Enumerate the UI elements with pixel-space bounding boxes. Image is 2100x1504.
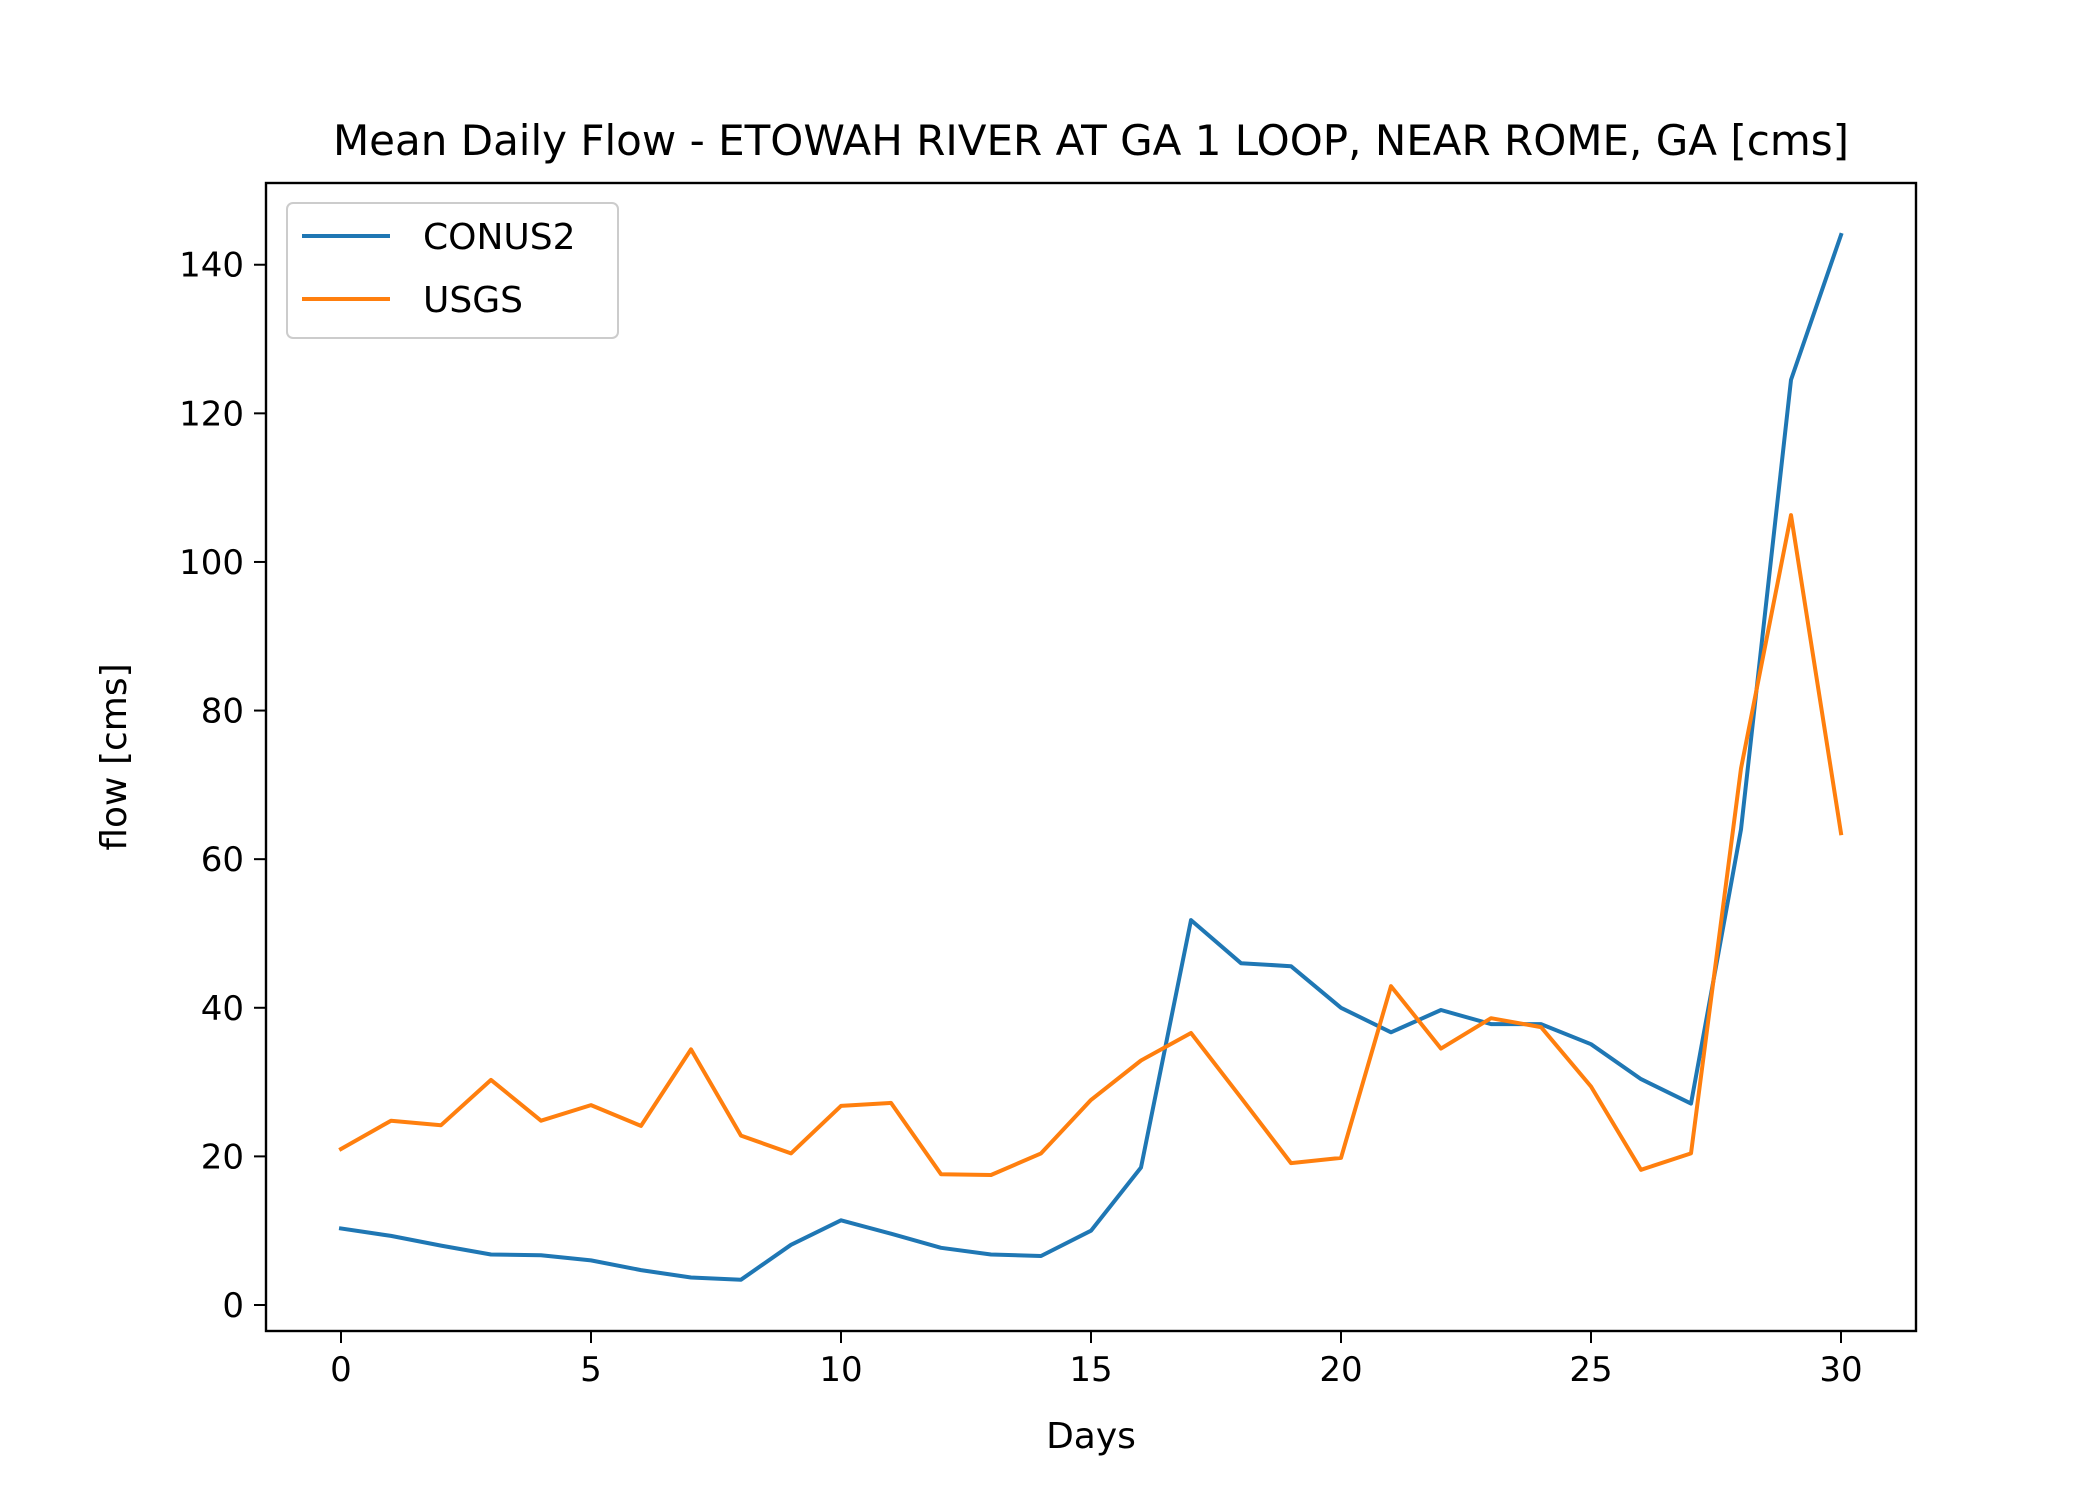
x-tick-label: 0 bbox=[330, 1350, 352, 1390]
y-tick-label: 40 bbox=[201, 989, 244, 1029]
legend-label-usgs: USGS bbox=[423, 280, 523, 321]
y-axis: 0 20 40 60 80 100 120 140 bbox=[179, 246, 266, 1326]
y-tick-label: 20 bbox=[201, 1137, 244, 1177]
y-tick-label: 100 bbox=[179, 543, 244, 583]
x-tick-label: 30 bbox=[1819, 1350, 1862, 1390]
y-tick-label: 60 bbox=[201, 840, 244, 880]
x-tick-label: 25 bbox=[1569, 1350, 1612, 1390]
y-axis-label: flow [cms] bbox=[94, 663, 135, 850]
chart-title: Mean Daily Flow - ETOWAH RIVER AT GA 1 L… bbox=[333, 116, 1849, 165]
series-line-conus2 bbox=[338, 232, 1844, 1282]
y-tick-label: 140 bbox=[179, 246, 244, 286]
y-tick-label: 80 bbox=[201, 692, 244, 732]
series-line-usgs bbox=[338, 513, 1844, 1177]
x-tick-label: 10 bbox=[819, 1350, 862, 1390]
x-tick-label: 15 bbox=[1069, 1350, 1112, 1390]
y-tick-label: 0 bbox=[222, 1286, 244, 1326]
legend: CONUS2 USGS bbox=[286, 202, 619, 339]
x-axis: 0 5 10 15 20 25 30 bbox=[330, 1331, 1863, 1390]
y-tick-label: 120 bbox=[179, 394, 244, 434]
plot-lines bbox=[338, 232, 1844, 1282]
x-axis-label: Days bbox=[1046, 1416, 1136, 1457]
legend-label-conus2: CONUS2 bbox=[423, 217, 576, 258]
x-tick-label: 5 bbox=[580, 1350, 602, 1390]
x-tick-label: 20 bbox=[1319, 1350, 1362, 1390]
